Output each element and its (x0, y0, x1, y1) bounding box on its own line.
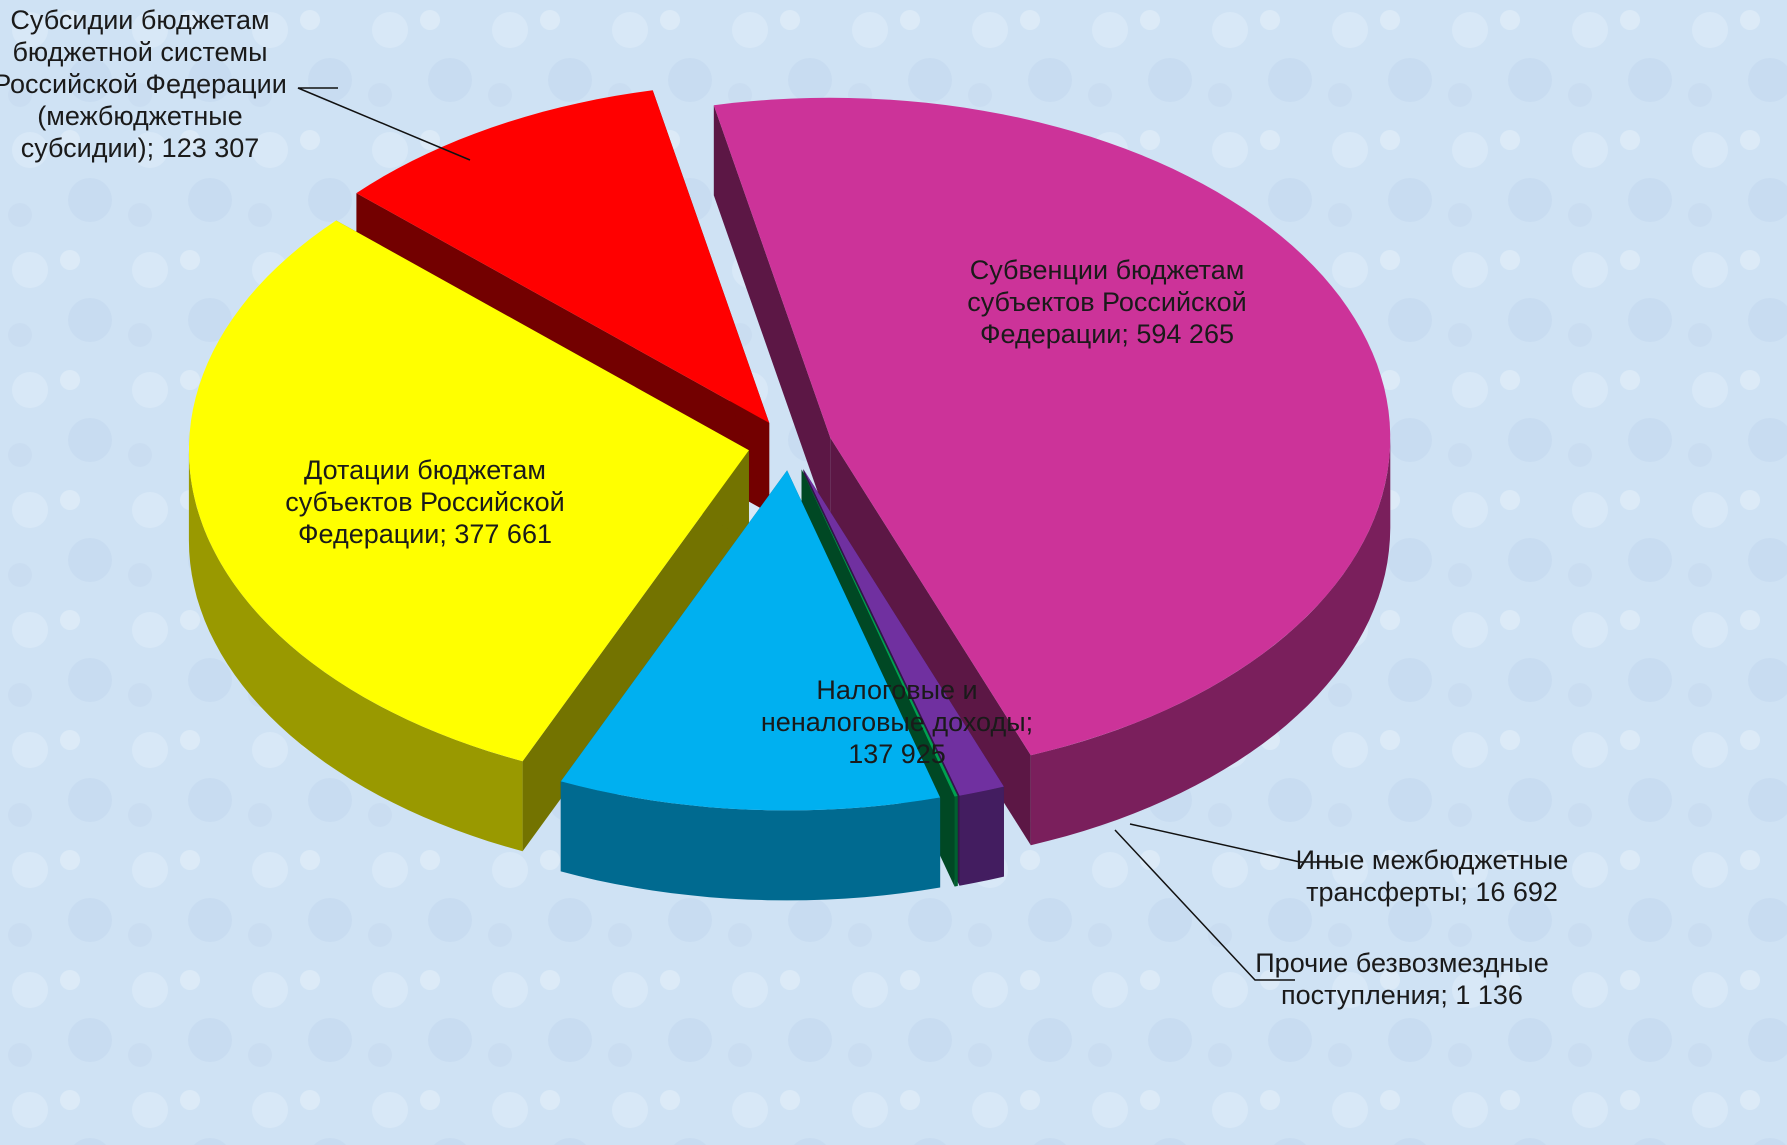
data-label: поступления; 1 136 (1281, 980, 1523, 1010)
data-label: субсидии); 123 307 (21, 133, 260, 163)
slice-side (560, 781, 941, 901)
data-label: Дотации бюджетам (304, 455, 546, 485)
data-label: Субсидии бюджетам (10, 5, 269, 35)
data-label: (межбюджетные (37, 101, 242, 131)
slice-side (1030, 437, 1391, 846)
data-label: субъектов Российской (967, 287, 1247, 317)
slice-edge (522, 450, 749, 852)
data-label: бюджетной системы (12, 37, 267, 67)
data-label: Прочие безвозмездные (1255, 948, 1548, 978)
data-label: трансферты; 16 692 (1306, 877, 1558, 907)
slice-side (188, 450, 523, 852)
data-label: неналоговые доходы; (761, 707, 1033, 737)
data-label: Налоговые и (816, 675, 977, 705)
data-label: 137 925 (848, 739, 946, 769)
data-label: Федерации; 594 265 (980, 319, 1234, 349)
data-label: Субвенции бюджетам (970, 255, 1245, 285)
slice-edge (713, 105, 831, 528)
leader-line (1114, 829, 1295, 981)
leader-line (1129, 823, 1340, 863)
slice (801, 469, 958, 797)
slice (803, 469, 1004, 796)
slice (189, 220, 749, 762)
data-label: Российской Федерации (0, 69, 287, 99)
slice-side (959, 786, 1004, 886)
leader-line (297, 87, 471, 161)
slice (713, 97, 1391, 756)
slice (560, 470, 941, 811)
slice-side (954, 796, 958, 887)
slice (356, 90, 770, 423)
slice-edge (830, 437, 1031, 846)
data-label: субъектов Российской (285, 487, 565, 517)
data-label: Федерации; 377 661 (298, 519, 552, 549)
data-label: Иные межбюджетные (1296, 845, 1569, 875)
